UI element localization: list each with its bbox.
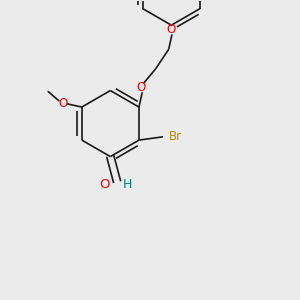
Text: O: O xyxy=(136,81,146,94)
Text: O: O xyxy=(58,97,67,110)
Text: H: H xyxy=(123,178,133,191)
Text: O: O xyxy=(99,178,110,190)
Text: O: O xyxy=(166,23,175,36)
Text: Br: Br xyxy=(169,130,182,143)
